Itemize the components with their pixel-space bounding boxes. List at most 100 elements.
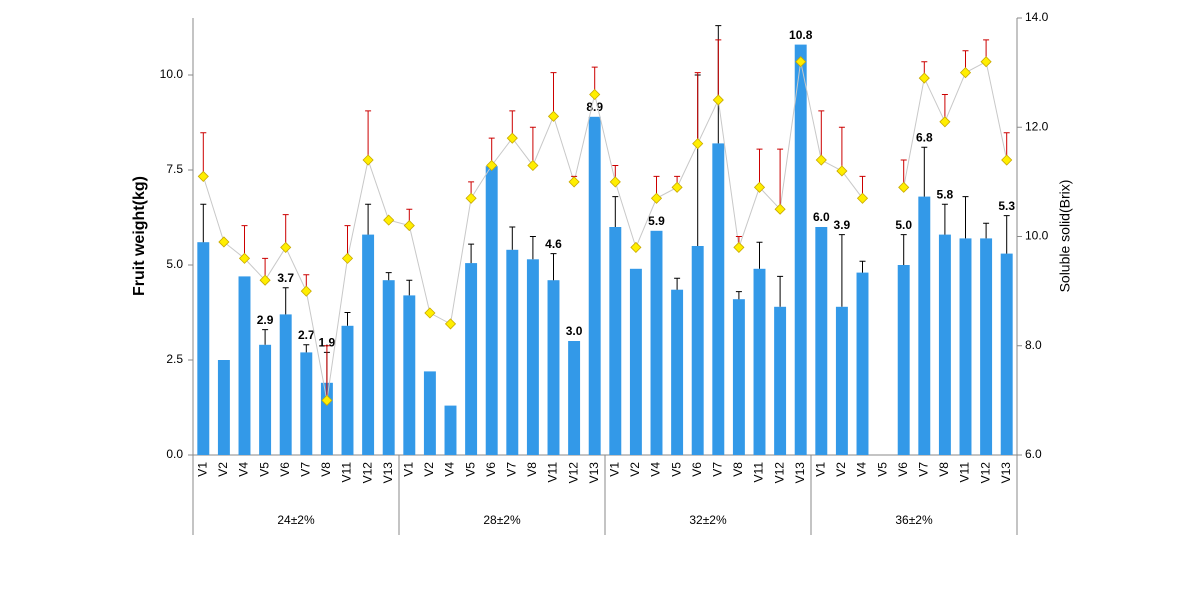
marker [568,176,580,188]
error-bar [612,196,619,227]
group-label: 32±2% [689,513,727,527]
x-tick-label: V2 [422,462,436,477]
error-bar [859,260,866,273]
x-tick-label: V7 [710,462,724,477]
marker [424,307,436,319]
y2-tick-label: 10.0 [1025,229,1049,243]
bar [465,263,478,455]
x-tick-label: V8 [525,462,539,477]
marker [465,192,477,204]
marker [300,285,312,297]
x-tick-label: V6 [278,462,292,477]
error-bar [777,148,784,210]
error-bar [1003,215,1010,254]
x-tick-label: V1 [607,462,621,477]
x-tick-label: V7 [916,462,930,477]
value-label: 6.8 [916,130,933,144]
value-label: 2.7 [298,328,315,342]
marker [1001,154,1013,166]
marker [980,56,992,68]
bar [629,268,642,455]
error-bar [756,241,763,269]
x-tick-label: V13 [999,462,1013,484]
x-tick-label: V6 [896,462,910,477]
error-bar [674,277,681,290]
x-tick-label: V4 [443,462,457,477]
x-tick-label: V4 [649,462,663,477]
bar [1000,253,1013,455]
x-tick-label: V7 [298,462,312,477]
bar [959,238,972,455]
marker [939,116,951,128]
error-bar [323,345,330,401]
bar [897,265,910,455]
x-tick-label: V11 [546,462,560,483]
x-tick-label: V5 [463,462,477,477]
x-tick-label: V8 [319,462,333,477]
y-tick-label: 7.5 [166,162,183,176]
error-bar [200,203,207,243]
error-bar [262,329,269,345]
value-label: 2.9 [257,313,274,327]
bar [444,405,457,455]
x-tick-label: V12 [772,462,786,484]
marker [341,252,354,264]
y-axis-title: Fruit weight(kg) [131,176,148,296]
marker [486,159,498,172]
value-label: 5.9 [648,214,665,228]
error-bar [777,275,784,307]
error-bar [406,279,413,296]
x-tick-label: V11 [752,462,766,483]
error-bar [921,146,928,197]
x-tick-label: V1 [813,462,827,477]
x-tick-label: V8 [937,462,951,477]
x-tick-label: V6 [690,462,704,477]
value-label: 5.0 [895,218,912,232]
y2-tick-label: 6.0 [1025,447,1042,461]
value-label: 1.9 [319,336,336,350]
bar [732,299,745,455]
x-tick-label: V8 [731,462,745,477]
bar [217,360,230,455]
error-bar [385,272,392,281]
error-bar [468,243,475,264]
value-label: 8.9 [586,100,603,114]
bar [980,238,993,455]
x-tick-label: V7 [504,462,518,477]
value-label: 3.0 [566,324,583,338]
bar [609,227,622,455]
marker [774,203,786,215]
bar [753,268,766,455]
x-tick-label: V13 [381,462,395,484]
group-label: 24±2% [277,513,315,527]
x-tick-label: V2 [216,462,230,477]
bar [835,306,848,455]
value-label: 5.8 [937,187,954,201]
value-label: 3.7 [277,271,294,285]
marker [383,214,395,226]
bar [691,246,704,455]
y-tick-label: 2.5 [166,352,183,366]
y2-tick-label: 8.0 [1025,338,1042,352]
marker [630,241,642,253]
x-tick-label: V5 [257,462,271,477]
error-bar [303,344,310,353]
bar [712,143,725,455]
x-tick-label: V13 [793,462,807,484]
x-tick-label: V11 [958,462,972,483]
value-label: 4.6 [545,237,562,251]
x-tick-label: V12 [978,462,992,484]
marker [856,192,869,204]
x-tick-label: V5 [875,462,889,477]
value-label: 10.8 [789,28,813,42]
bar [362,234,375,455]
error-bar [941,203,948,235]
y-tick-label: 0.0 [166,447,183,461]
bar [423,371,436,455]
bar [856,272,869,455]
marker [321,394,333,406]
marker [733,241,745,253]
y2-tick-label: 12.0 [1025,119,1049,133]
error-bar [756,148,763,188]
